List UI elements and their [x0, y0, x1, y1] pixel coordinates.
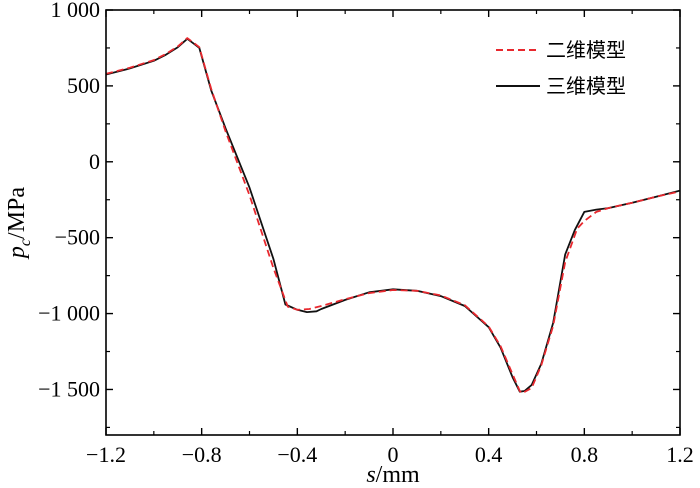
x-tick-label: −1.2	[86, 442, 126, 467]
legend-label-2d: 二维模型	[546, 38, 626, 62]
y-tick-label: −1 000	[38, 301, 100, 326]
y-axis-variable: p	[4, 246, 30, 260]
x-tick-label: 0.8	[571, 442, 599, 467]
ticks-layer	[105, 9, 681, 435]
legend-label-3d: 三维模型	[546, 74, 626, 98]
y-tick-label: −1 500	[38, 376, 100, 401]
x-tick-label: 0.4	[475, 442, 503, 467]
y-axis-subscript: c	[17, 239, 34, 246]
y-tick-label: 0	[89, 149, 100, 174]
x-tick-label: −0.4	[277, 442, 317, 467]
x-tick-label: −0.8	[182, 442, 222, 467]
x-tick-label: 1.2	[666, 442, 694, 467]
x-tick-label: 0	[388, 442, 399, 467]
y-axis-title: pc/MPa	[4, 187, 34, 260]
y-tick-label: 1 000	[51, 0, 101, 22]
y-axis-unit: /MPa	[4, 187, 30, 239]
legend: 二维模型 三维模型	[496, 38, 626, 98]
x-axis-variable: s	[366, 462, 375, 488]
y-tick-label: −500	[55, 225, 100, 250]
tick-labels-layer: −1.2 −0.8 −0.4 0 0.4 0.8 1.2 −1 500 −1 000 −500 0 5…	[38, 0, 694, 467]
x-axis-title: s/mm	[366, 462, 420, 488]
series-layer	[106, 37, 680, 395]
series-line-2d	[106, 37, 680, 395]
y-tick-label: 500	[67, 73, 100, 98]
x-axis-unit: /mm	[376, 462, 420, 488]
